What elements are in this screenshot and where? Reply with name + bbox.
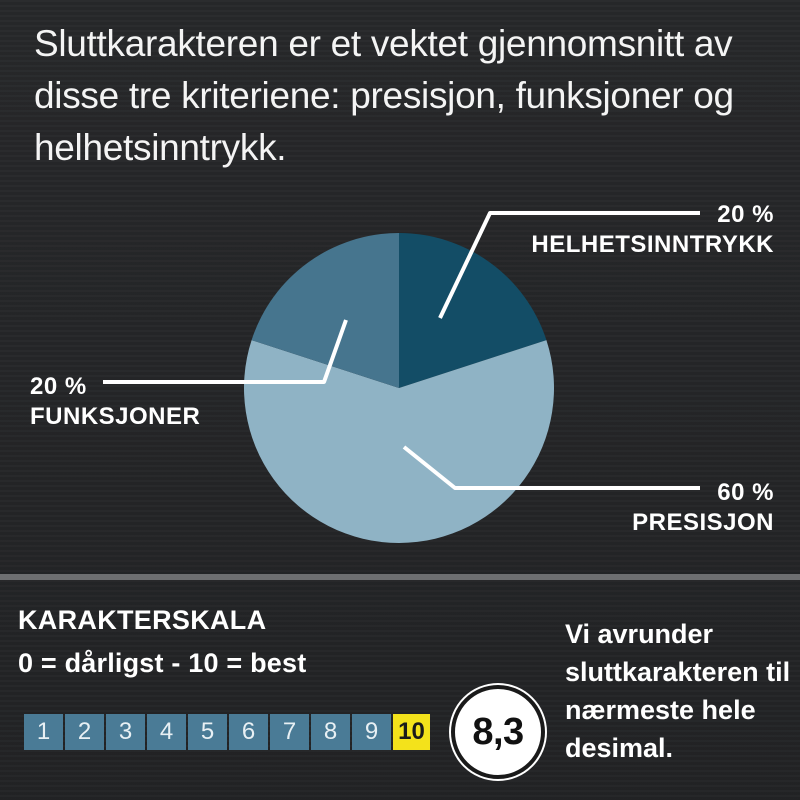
label-presisjon-value: 60 % <box>717 479 774 506</box>
scale-subtitle: 0 = dårligst - 10 = best <box>18 648 307 678</box>
leader-line-presisjon <box>402 445 700 490</box>
label-presisjon: 60 % PRESISJON <box>632 478 774 538</box>
label-helhetsinntrykk: 20 % HELHETSINNTRYKK <box>531 200 774 260</box>
grade-box-7: 7 <box>270 714 309 750</box>
rounding-note: Vi avrunder sluttkarakteren til nærmeste… <box>565 619 791 763</box>
pie-chart <box>103 211 700 544</box>
label-presisjon-name: PRESISJON <box>632 509 774 536</box>
pie-slice-presisjon <box>243 340 555 544</box>
label-funksjoner: 20 % FUNKSJONER <box>30 372 200 432</box>
label-helhetsinntrykk-value: 20 % <box>717 201 774 228</box>
intro-text: Sluttkarakteren er et vektet gjennomsnit… <box>34 23 734 168</box>
pie-slice-funksjoner <box>251 233 399 388</box>
grade-box-2: 2 <box>65 714 104 750</box>
grade-box-5: 5 <box>188 714 227 750</box>
grade-box-6: 6 <box>229 714 268 750</box>
label-funksjoner-value: 20 % <box>30 373 87 400</box>
grade-box-9: 9 <box>352 714 391 750</box>
label-funksjoner-name: FUNKSJONER <box>30 403 201 430</box>
grade-box-1: 1 <box>24 714 63 750</box>
section-divider <box>0 574 800 580</box>
grade-scale: 1 2 3 4 5 6 7 8 9 10 <box>24 714 430 750</box>
grade-box-8: 8 <box>311 714 350 750</box>
leader-line-funksjoner <box>103 319 348 384</box>
grade-box-4: 4 <box>147 714 186 750</box>
grade-box-10: 10 <box>393 714 430 750</box>
score-badge: 8,3 <box>451 685 545 779</box>
scale-title: KARAKTERSKALA <box>18 605 267 635</box>
pie-slice-helhetsinntrykk <box>399 233 547 388</box>
leader-line-helhetsinntrykk <box>438 211 700 319</box>
label-helhetsinntrykk-name: HELHETSINNTRYKK <box>531 231 774 258</box>
grade-box-3: 3 <box>106 714 145 750</box>
